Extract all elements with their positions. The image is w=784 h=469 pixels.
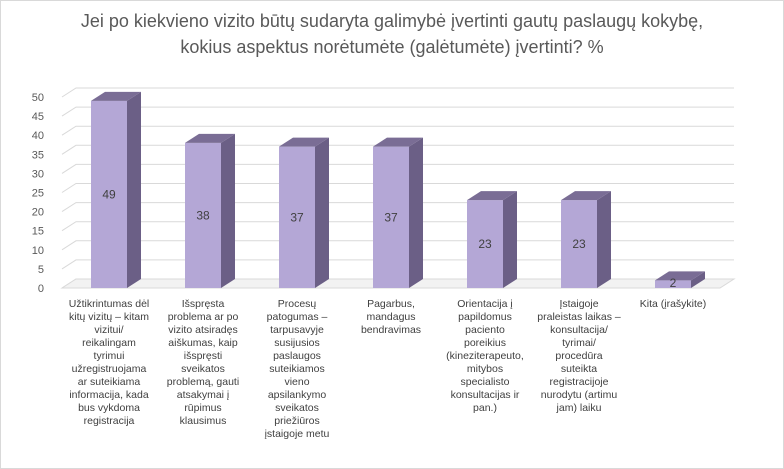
bar-top (185, 133, 235, 143)
bar-side (691, 271, 705, 288)
bar-side (221, 133, 235, 288)
data-label: 23 (478, 237, 492, 251)
bar-side (503, 191, 517, 288)
y-tick-label: 20 (32, 207, 44, 219)
bar-front (467, 200, 503, 288)
x-category-label: Įstaigoje praleistas laikas – konsultaci… (537, 298, 621, 414)
x-category-label: Užtikrintumas dėl kitų vizitų – kitam vi… (68, 298, 150, 427)
y-tick-label: 50 (32, 92, 44, 104)
bar-top (279, 137, 329, 147)
data-label: 49 (102, 187, 116, 201)
x-category-label: Orientacija į papildomus paciento poreik… (446, 298, 524, 414)
bar-front (279, 146, 315, 288)
bar-top (655, 271, 705, 281)
gridline (61, 163, 734, 174)
bar-top (373, 137, 423, 147)
chart-title-line2: kokius aspektus norėtumėte (galėtumėte) … (180, 37, 604, 57)
chart-title-line1: Jei po kiekvieno vizito būtų sudaryta ga… (80, 11, 704, 31)
y-tick-label: 45 (32, 111, 44, 123)
gridline (61, 183, 734, 193)
bar-front (373, 146, 409, 288)
y-tick-label: 25 (32, 188, 44, 200)
data-label: 2 (670, 276, 677, 290)
data-label: 23 (572, 237, 586, 251)
gridline (61, 87, 734, 98)
data-label: 37 (384, 210, 398, 224)
bar-side (127, 91, 141, 288)
bar-front (655, 280, 691, 288)
y-tick-label: 0 (38, 283, 44, 295)
x-category-label: Išspręsta problema ar po vizito atsiradę… (166, 298, 240, 427)
y-tick-label: 10 (32, 245, 44, 257)
bar-front (91, 100, 127, 288)
data-label: 38 (196, 208, 210, 222)
x-category-label: Procesų patogumas – tarpusavyje susijusi… (264, 298, 330, 440)
bar-front (561, 200, 597, 288)
bar-top (91, 91, 141, 101)
x-category-label: Kita (įrašykite) (639, 298, 707, 310)
x-category-label: Pagarbus, mandagus bendravimas (360, 298, 422, 336)
gridline (61, 144, 734, 155)
data-label: 37 (290, 210, 304, 224)
chart-title: Jei po kiekvieno vizito būtų sudaryta ga… (40, 8, 744, 60)
bar-side (597, 191, 611, 288)
y-tick-label: 35 (32, 149, 44, 161)
y-tick-label: 30 (32, 168, 44, 180)
bar-front (185, 142, 221, 288)
gridline (61, 125, 734, 136)
bar-side (409, 137, 423, 288)
y-tick-label: 5 (38, 264, 44, 276)
y-tick-label: 15 (32, 226, 44, 238)
bar-top (467, 191, 517, 201)
bar-top (561, 191, 611, 201)
bar-side (315, 137, 329, 288)
gridline (61, 106, 734, 117)
y-tick-label: 40 (32, 130, 44, 142)
